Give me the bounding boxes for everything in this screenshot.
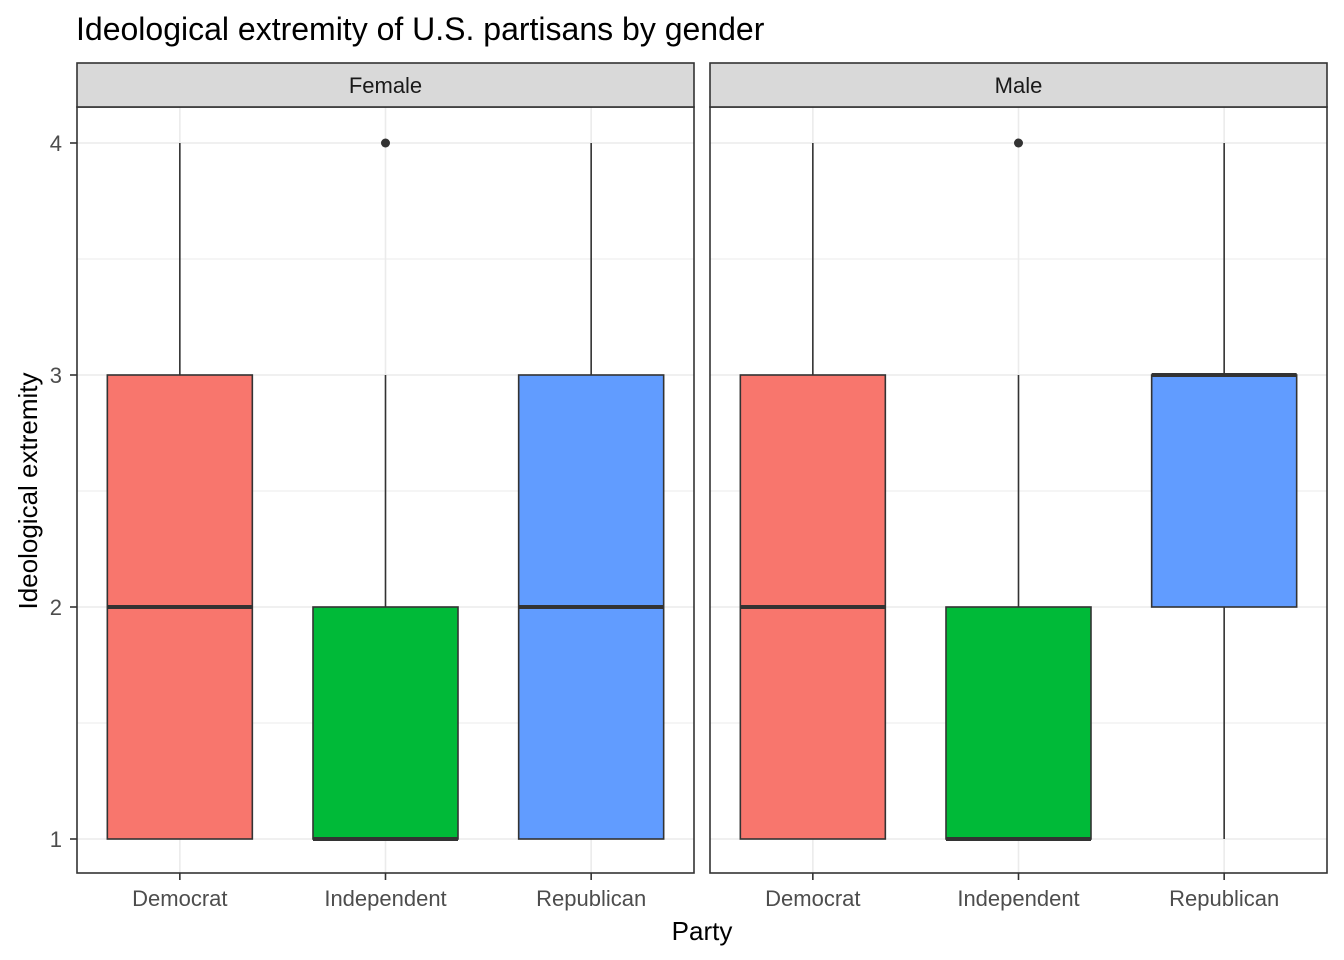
box-democrat (739, 143, 887, 840)
box-independent (945, 138, 1092, 841)
facet-panels: Female Democrat Independent Republican 1 2 3 4 M… (50, 62, 1328, 911)
facet-strip-label: Female (349, 73, 422, 98)
x-tick-label: Independent (324, 886, 446, 911)
box-body (312, 606, 459, 840)
x-tick-label: Democrat (765, 886, 860, 911)
facet-panel-male: Male Democrat Independent Republican (709, 62, 1328, 911)
x-tick-label: Republican (536, 886, 646, 911)
outlier-point (381, 138, 390, 148)
box-republican (1150, 143, 1298, 839)
outlier-point (1014, 138, 1023, 148)
box-body (1150, 374, 1298, 608)
box-independent (312, 138, 459, 841)
x-tick-label: Independent (957, 886, 1079, 911)
y-axis-title: Ideological extremity (13, 373, 43, 610)
y-tick-label: 2 (50, 595, 62, 620)
facet-strip-label: Male (995, 73, 1043, 98)
y-tick-label: 4 (50, 131, 62, 156)
x-axis-title: Party (672, 916, 733, 946)
facet-panel-female: Female Democrat Independent Republican 1 2 3 4 (50, 62, 695, 911)
x-tick-label: Republican (1169, 886, 1279, 911)
facet-strip (709, 62, 1328, 108)
box-democrat (106, 143, 254, 840)
facet-strip (76, 62, 695, 108)
y-tick-label: 1 (50, 827, 62, 852)
y-tick-label: 3 (50, 363, 62, 388)
chart-title: Ideological extremity of U.S. partisans … (76, 11, 765, 47)
box-body (945, 606, 1092, 840)
box-republican (517, 143, 665, 840)
x-tick-label: Democrat (132, 886, 227, 911)
